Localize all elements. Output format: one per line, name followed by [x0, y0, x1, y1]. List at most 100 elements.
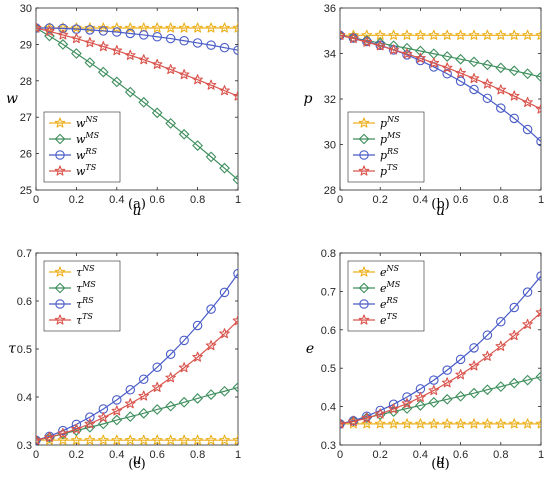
data-point — [152, 362, 162, 372]
data-point — [205, 340, 217, 351]
x-tick-label: 1 — [235, 194, 241, 206]
data-point — [482, 330, 493, 340]
data-point — [496, 316, 506, 327]
legend-entry: wMS — [76, 131, 100, 146]
x-axis-label: u — [132, 452, 141, 468]
x-axis-label: u — [436, 452, 445, 468]
data-point — [165, 349, 176, 360]
data-point — [468, 360, 480, 371]
data-point — [535, 306, 541, 318]
data-point — [84, 434, 96, 445]
data-point — [233, 268, 238, 279]
y-tick-label: 30 — [20, 3, 32, 15]
x-tick-label: 0.2 — [373, 194, 388, 206]
data-point — [522, 318, 533, 330]
data-point — [428, 384, 440, 396]
x-tick-label: 0.4 — [109, 449, 124, 461]
series-ts — [340, 29, 541, 114]
legend-entry: wNS — [76, 115, 98, 130]
data-point — [455, 354, 466, 365]
data-point — [192, 22, 203, 33]
data-point — [495, 84, 507, 95]
data-point — [496, 103, 506, 113]
x-tick-label: 0.2 — [69, 449, 84, 461]
data-point — [495, 29, 507, 40]
data-point — [98, 22, 109, 33]
data-point — [111, 405, 123, 416]
data-point — [495, 62, 507, 74]
data-point — [495, 381, 507, 393]
data-point — [165, 22, 176, 33]
x-tick-label: 0.6 — [150, 449, 165, 461]
data-point — [138, 407, 150, 419]
data-point — [165, 434, 176, 445]
data-point — [138, 434, 150, 445]
data-point — [58, 425, 68, 436]
y-tick-label: 0.5 — [321, 363, 336, 375]
data-point — [415, 418, 426, 429]
data-point — [138, 374, 149, 384]
x-tick-label: 1 — [538, 449, 544, 461]
data-point — [84, 57, 96, 68]
data-point — [508, 330, 520, 341]
data-point — [232, 90, 238, 101]
legend-marker — [358, 314, 370, 325]
y-tick-label: 25 — [20, 185, 32, 197]
data-point — [111, 22, 123, 33]
data-point — [138, 390, 150, 401]
data-point — [124, 434, 136, 445]
data-point — [522, 96, 533, 108]
series-line — [36, 386, 238, 441]
data-point — [348, 32, 359, 44]
data-point — [509, 113, 519, 124]
data-point — [535, 103, 541, 114]
data-point — [192, 140, 203, 151]
data-point — [192, 434, 203, 445]
data-point — [401, 48, 413, 59]
data-point — [402, 392, 412, 402]
data-point — [374, 40, 386, 51]
data-point — [428, 57, 440, 68]
data-point — [522, 29, 533, 40]
data-point — [97, 66, 109, 78]
chart-d: 0 0.2 0.4 0.6 0.8 1 0.3 0.4 0.5 0.6 0.7 0.8 u e (d) eNS… — [306, 248, 544, 472]
series-ts — [36, 22, 238, 101]
data-point — [482, 418, 493, 429]
data-point — [205, 151, 217, 163]
data-point — [428, 418, 440, 429]
legend-entry: pRS — [380, 147, 399, 162]
data-point — [361, 36, 373, 47]
data-point — [535, 418, 541, 429]
data-point — [206, 304, 216, 314]
y-tick-label: 26 — [20, 149, 32, 161]
y-tick-label: 34 — [324, 49, 336, 61]
series-line — [340, 275, 541, 425]
data-point — [57, 434, 69, 445]
data-point — [361, 412, 373, 423]
data-point — [232, 434, 238, 445]
chart-a: 0 0.2 0.4 0.6 0.8 1 25 26 27 28 29 30 u w (a) wNSwMSwRS… — [6, 3, 241, 219]
data-point — [455, 369, 466, 380]
data-point — [36, 434, 42, 445]
data-point — [468, 72, 480, 84]
data-point — [495, 340, 507, 351]
data-point — [441, 377, 453, 388]
legend-entry: τNS — [76, 264, 95, 279]
x-tick-label: 0 — [33, 194, 39, 206]
data-point — [151, 107, 163, 119]
data-point — [97, 418, 109, 430]
legend-marker — [358, 165, 370, 176]
legend-entry: eTS — [380, 312, 398, 327]
data-point — [205, 434, 217, 445]
data-point — [442, 365, 452, 375]
legend-marker — [54, 282, 66, 294]
data-point — [98, 434, 109, 445]
series-rs — [340, 271, 541, 429]
data-point — [482, 350, 493, 361]
data-point — [44, 23, 55, 33]
data-point — [508, 29, 520, 40]
legend-marker — [358, 282, 370, 294]
data-point — [151, 404, 163, 415]
